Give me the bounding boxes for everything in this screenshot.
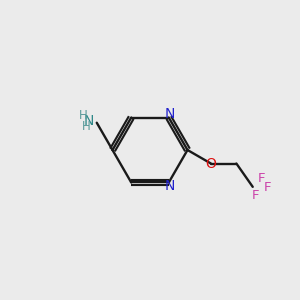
Text: H: H (79, 109, 87, 122)
Text: H: H (82, 120, 91, 133)
Text: O: O (206, 157, 216, 170)
Text: F: F (258, 172, 266, 185)
Text: N: N (165, 179, 175, 193)
Text: F: F (264, 181, 272, 194)
Text: F: F (252, 189, 260, 202)
Text: N: N (165, 107, 175, 121)
Text: N: N (84, 114, 94, 128)
